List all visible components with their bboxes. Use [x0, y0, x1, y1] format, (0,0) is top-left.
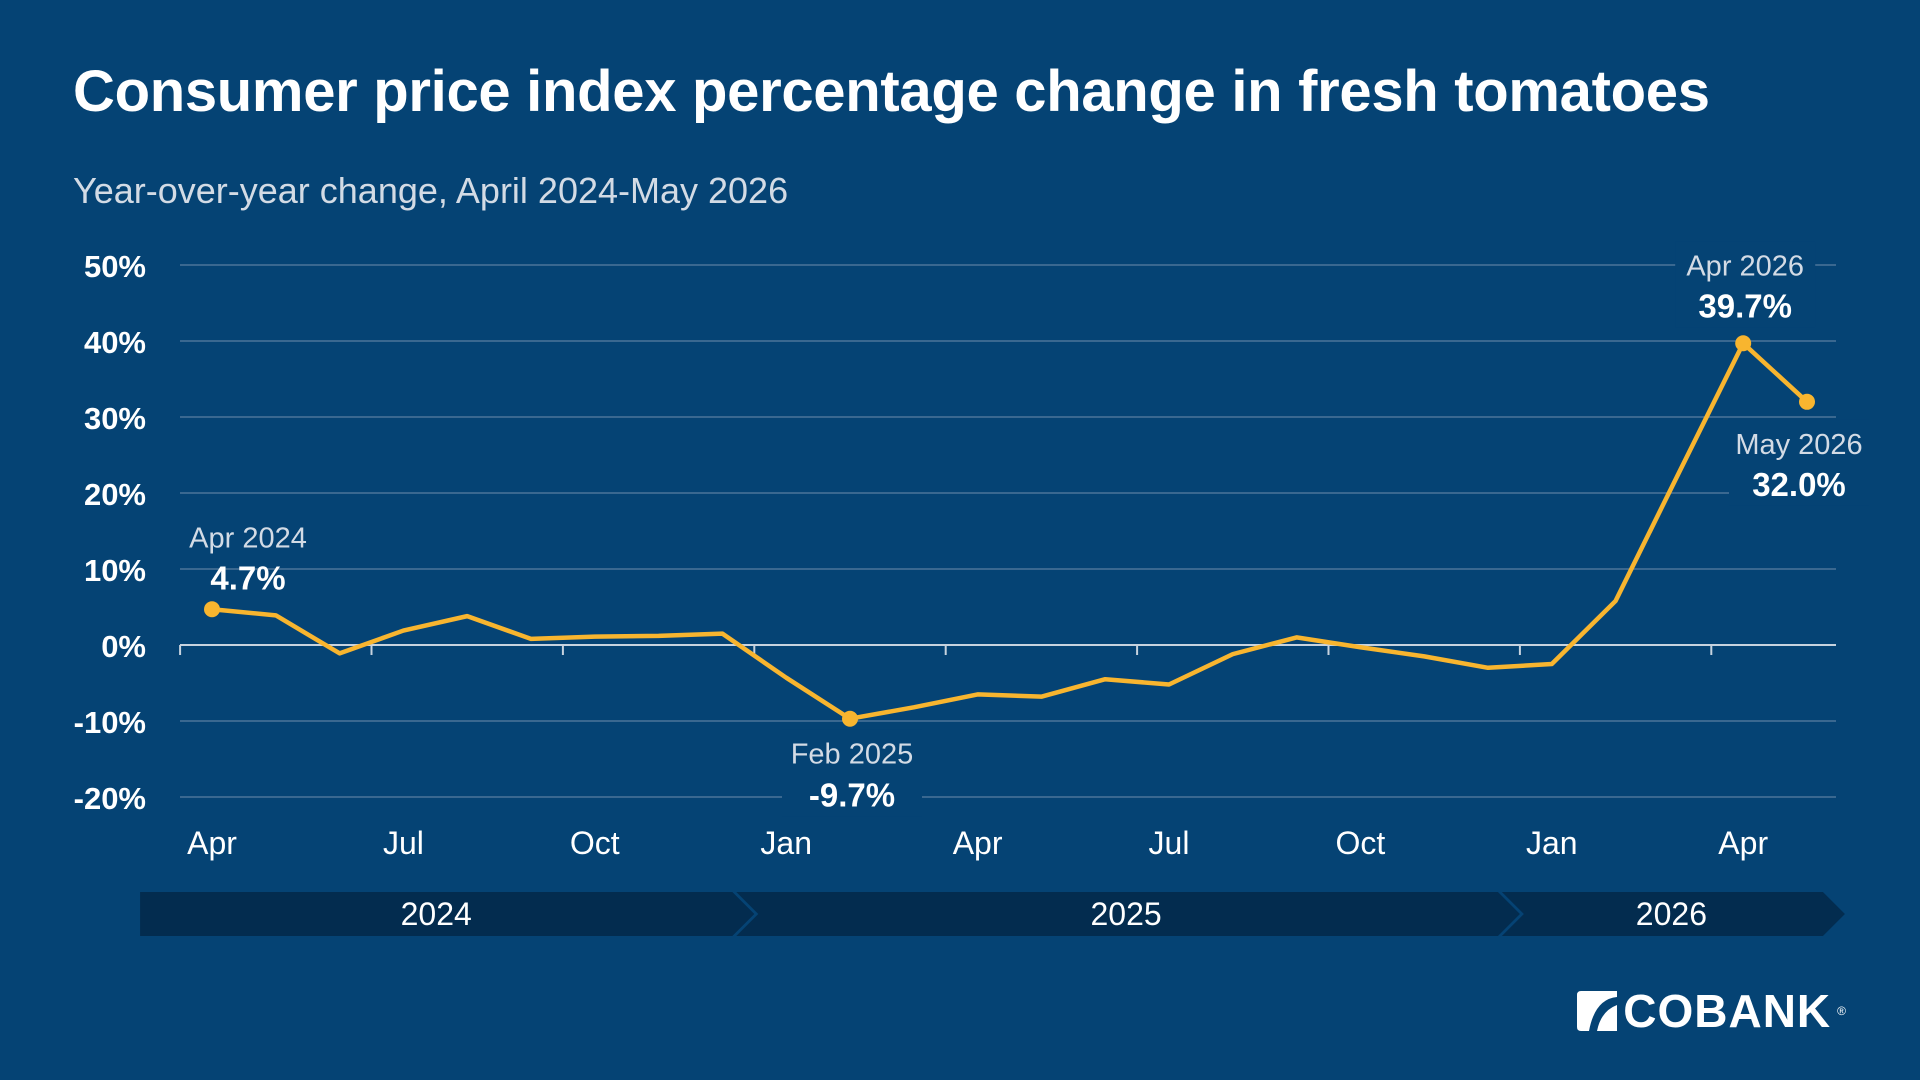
chart-title: Consumer price index percentage change i…	[73, 59, 1710, 124]
annotation-label-bg	[1729, 419, 1869, 506]
annotation-value-label: 32.0%	[1752, 466, 1846, 503]
chart-subtitle: Year-over-year change, April 2024-May 20…	[73, 170, 789, 211]
x-tick-label: Oct	[570, 825, 620, 861]
cobank-mark-icon	[1577, 991, 1618, 1031]
year-band-2026	[1501, 892, 1845, 936]
data-point-marker	[842, 710, 858, 727]
x-tick-label: Apr	[1718, 825, 1768, 861]
annotation-date-label: May 2026	[1735, 429, 1862, 461]
annotation-value-label: 4.7%	[210, 559, 285, 596]
x-tick-label: Apr	[187, 825, 237, 861]
y-tick-label: 20%	[84, 477, 146, 512]
cobank-logo-text: COBANK	[1623, 985, 1832, 1037]
y-tick-label: 30%	[84, 401, 146, 436]
year-band-label: 2025	[1091, 896, 1162, 932]
y-tick-label: -20%	[74, 781, 146, 816]
annotation-value-label: 39.7%	[1698, 287, 1792, 324]
y-tick-label: 40%	[84, 325, 146, 360]
y-tick-label: -10%	[74, 705, 146, 740]
x-tick-label: Jan	[760, 825, 812, 861]
registered-mark: ®	[1837, 1004, 1846, 1018]
x-tick-label: Jul	[1149, 825, 1190, 861]
cobank-logo: COBANK ®	[1577, 984, 1846, 1038]
data-point-marker	[204, 601, 220, 618]
x-tick-label: Jul	[383, 825, 424, 861]
year-band-2025	[736, 892, 1520, 936]
series-line	[209, 341, 1810, 721]
annotation-label-bg	[782, 729, 922, 817]
year-band-label: 2026	[1636, 896, 1707, 932]
data-point-marker	[1735, 335, 1752, 352]
data-point-marker	[1799, 393, 1815, 410]
y-tick-label: 10%	[84, 553, 146, 588]
y-tick-label: 0%	[101, 629, 146, 664]
annotation-date-label: Apr 2024	[189, 522, 307, 554]
year-band-label: 2024	[401, 896, 472, 932]
y-tick-label: 50%	[84, 249, 146, 284]
x-tick-label: Jan	[1526, 825, 1578, 861]
x-tick-label: Apr	[953, 825, 1003, 861]
annotation-label-bg	[1675, 241, 1816, 328]
annotation-date-label: Feb 2025	[791, 739, 914, 771]
annotation-date-label: Apr 2026	[1686, 250, 1804, 282]
year-band-2024	[140, 892, 755, 936]
x-tick-label: Oct	[1336, 825, 1386, 861]
annotation-value-label: -9.7%	[809, 777, 895, 814]
